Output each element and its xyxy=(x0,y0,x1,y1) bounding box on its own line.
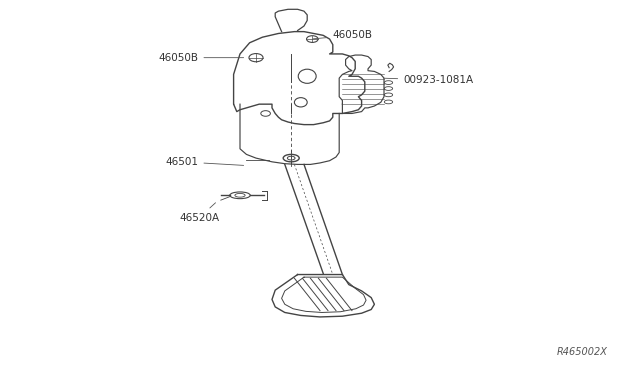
Text: 46050B: 46050B xyxy=(159,53,244,62)
Text: R465002X: R465002X xyxy=(557,347,608,357)
Text: 46501: 46501 xyxy=(165,157,244,167)
Text: 46050B: 46050B xyxy=(313,31,372,40)
Text: 46520A: 46520A xyxy=(179,203,220,222)
Text: 00923-1081A: 00923-1081A xyxy=(383,75,474,85)
